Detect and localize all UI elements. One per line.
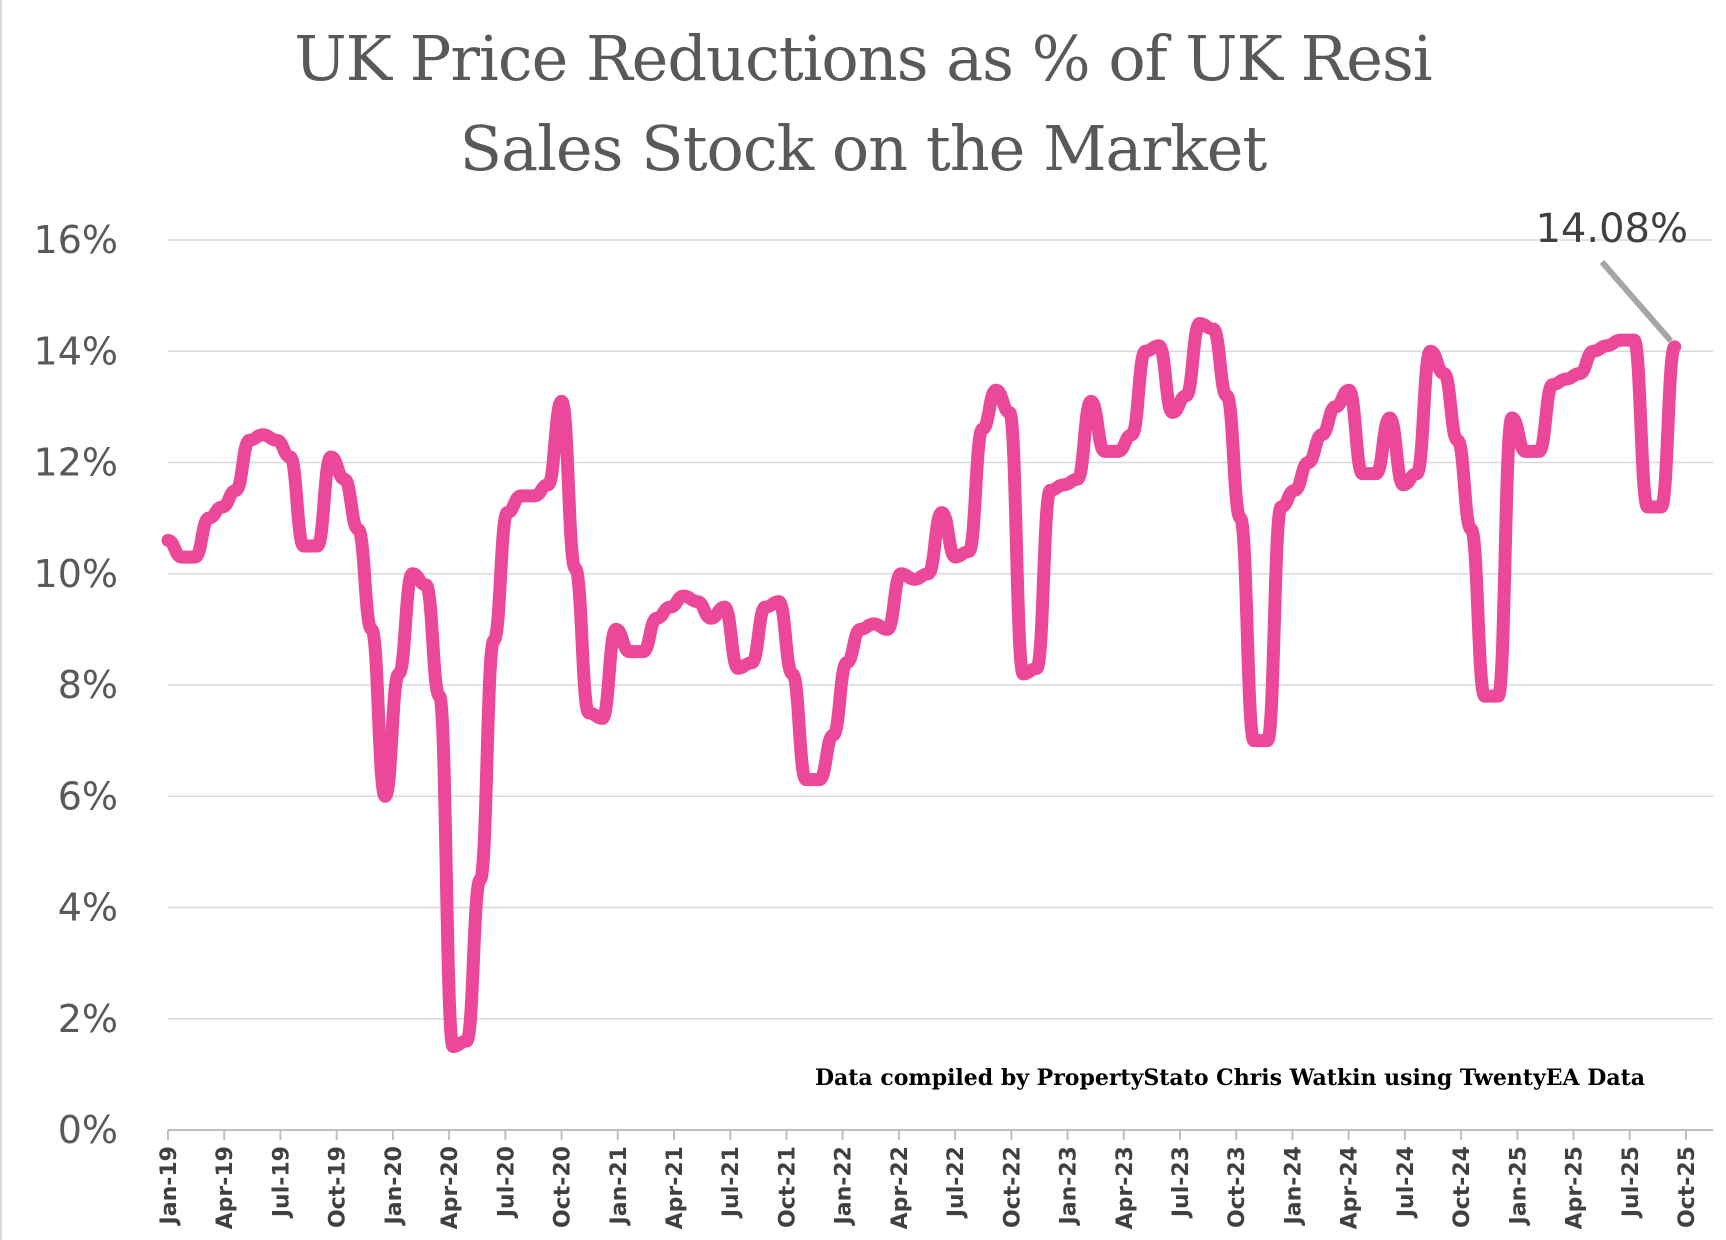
y-tick-label: 14% — [34, 329, 118, 373]
x-tick-label: Apr-24 — [1338, 1146, 1363, 1229]
x-tick-label: Jan-20 — [382, 1146, 407, 1226]
x-tick-label: Apr-22 — [888, 1146, 913, 1229]
x-tick-label: Apr-25 — [1563, 1146, 1588, 1229]
x-tick-label: Jul-20 — [494, 1146, 519, 1219]
chart-title-line-2: Sales Stock on the Market — [459, 112, 1268, 185]
x-tick-label: Jul-22 — [944, 1146, 969, 1219]
x-tick-label: Oct-20 — [551, 1146, 576, 1228]
y-tick-label: 10% — [34, 552, 118, 596]
x-tick-label: Jul-21 — [719, 1146, 744, 1219]
y-tick-label: 8% — [58, 663, 118, 707]
x-tick-label: Apr-19 — [213, 1146, 238, 1229]
chart-title-line-1: UK Price Reductions as % of UK Resi — [294, 22, 1432, 95]
x-tick-label: Apr-23 — [1113, 1146, 1138, 1229]
callout-label: 14.08% — [1535, 206, 1688, 252]
y-tick-label: 4% — [58, 886, 118, 930]
x-tick-label: Jan-22 — [832, 1146, 857, 1226]
y-tick-label: 6% — [58, 774, 118, 818]
y-tick-label: 0% — [58, 1108, 118, 1152]
x-tick-label: Jul-24 — [1394, 1146, 1419, 1219]
left-border — [0, 0, 2, 1240]
x-tick-label: Jan-23 — [1057, 1146, 1082, 1226]
x-tick-label: Jan-24 — [1281, 1146, 1306, 1226]
y-tick-label: 16% — [34, 218, 118, 262]
y-axis: 0% 2% 4% 6% 8% 10% 12% 14% 16% — [34, 218, 118, 1152]
x-tick-label: Jan-19 — [157, 1146, 182, 1226]
gridlines — [168, 239, 1713, 1020]
callout-leader-line — [1599, 260, 1674, 343]
x-tick-label: Apr-21 — [663, 1146, 688, 1229]
series-line — [161, 316, 1682, 1054]
x-tick-label: Jan-25 — [1506, 1146, 1531, 1226]
source-note: Data compiled by PropertyStato Chris Wat… — [815, 1065, 1645, 1091]
y-tick-label: 2% — [58, 997, 118, 1041]
x-tick-label: Jul-25 — [1619, 1146, 1644, 1219]
x-tick-label: Jan-21 — [607, 1146, 632, 1226]
annotation-layer: 14.08% — [1535, 206, 1688, 343]
series-layer — [161, 316, 1682, 1054]
x-tick-label: Oct-24 — [1450, 1146, 1475, 1228]
x-tick-label: Jul-23 — [1169, 1146, 1194, 1219]
x-axis: Jan-19 Apr-19 Jul-19 Oct-19 Jan-20 Apr-20 Jul-… — [157, 1129, 1713, 1229]
x-tick-label: Jul-19 — [269, 1146, 294, 1219]
x-tick-label: Oct-23 — [1225, 1146, 1250, 1228]
x-tick-label: Apr-20 — [438, 1146, 463, 1229]
y-tick-label: 12% — [34, 441, 118, 485]
x-tick-label: Oct-25 — [1675, 1146, 1700, 1228]
x-tick-label: Oct-21 — [775, 1146, 800, 1228]
x-tick-label: Oct-19 — [326, 1146, 351, 1228]
x-tick-label: Oct-22 — [1000, 1146, 1025, 1228]
